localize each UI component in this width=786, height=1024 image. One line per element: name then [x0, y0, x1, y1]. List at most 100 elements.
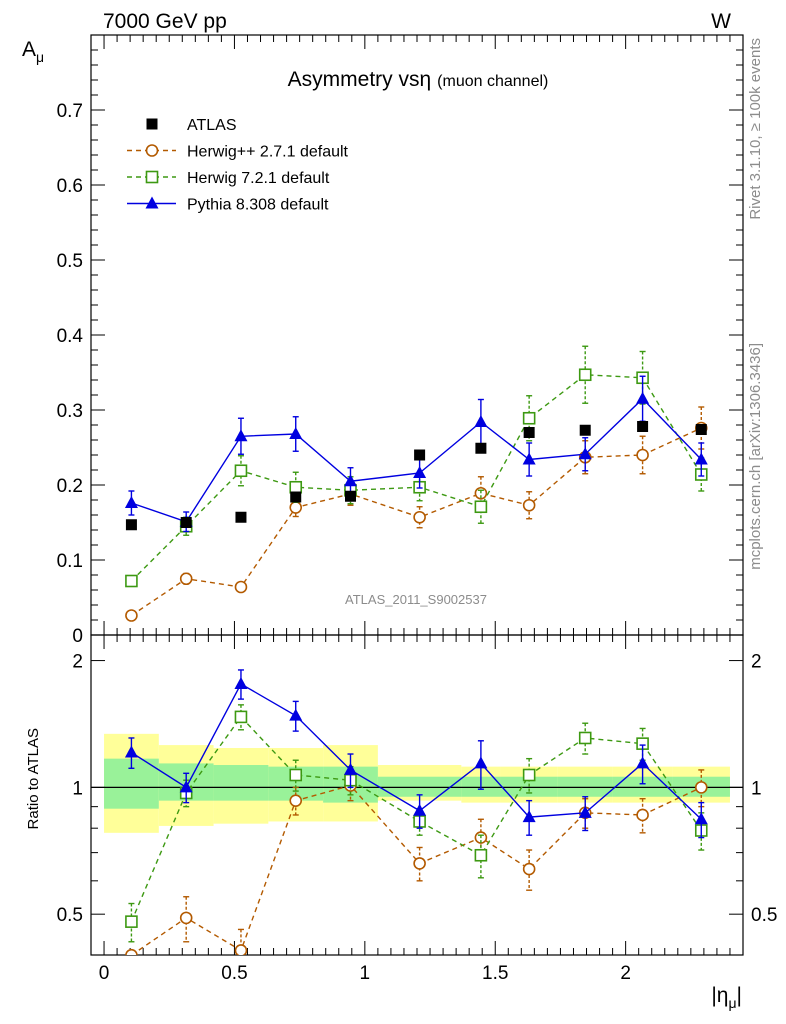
ratio-plot: 0 0.5 1 1.5 2 0.5 0.5 1 1 2 2 — [57, 634, 777, 984]
data-point — [179, 911, 193, 925]
band-inner — [213, 765, 269, 801]
band-inner — [612, 776, 673, 797]
data-point — [522, 452, 536, 465]
data-point — [579, 424, 591, 436]
data-point — [344, 490, 356, 502]
data-point — [636, 391, 650, 404]
main-series — [125, 421, 707, 531]
band-inner — [377, 776, 462, 797]
data-point — [474, 848, 488, 862]
ratio-tick-label: 2 — [72, 652, 83, 673]
ratio-series — [124, 669, 708, 839]
data-point — [578, 368, 592, 382]
legend-label: Herwig 7.2.1 default — [187, 170, 330, 187]
data-point — [124, 496, 138, 508]
x-tick-label: 2 — [620, 963, 631, 984]
legend-label: Pythia 8.308 default — [187, 197, 329, 214]
data-point — [694, 781, 708, 794]
chart-title-text: Asymmetry vs — [288, 68, 420, 91]
x-axis-label: |ημ| — [711, 984, 742, 1011]
header-left: 7000 GeV pp — [103, 10, 227, 33]
legend: ATLAS Herwig++ 2.7.1 default Herwig 7.2.1 … — [127, 117, 349, 214]
data-point — [343, 474, 357, 487]
data-point — [125, 948, 138, 955]
analysis-label: ATLAS_2011_S9002537 — [345, 592, 487, 607]
data-point — [522, 810, 536, 823]
ratio-series — [125, 769, 708, 955]
header-right: W — [711, 10, 731, 33]
data-point — [145, 144, 159, 157]
data-point — [289, 768, 303, 782]
data-point — [179, 780, 193, 793]
data-point — [145, 170, 159, 184]
rivet-label: Rivet 3.1.10, ≥ 100k events — [747, 38, 764, 220]
x-tick-label: 0 — [99, 963, 110, 984]
data-point — [125, 915, 138, 928]
data-point — [343, 762, 357, 775]
data-point — [636, 756, 650, 769]
data-point — [474, 500, 488, 514]
data-point — [180, 517, 192, 528]
legend-label: ATLAS — [187, 117, 237, 134]
data-point — [234, 429, 248, 442]
ratio-tick-label: 2 — [751, 652, 762, 673]
data-point — [413, 510, 426, 524]
data-point — [125, 609, 138, 622]
ratio-tick-label: 1 — [72, 778, 83, 799]
data-point — [694, 812, 708, 825]
mcplots-label: mcplots.cern.ch [arXiv:1306.3436] — [747, 343, 764, 570]
y-tick-label: 0.4 — [57, 326, 84, 347]
ratio-y-axis-label: Ratio to ATLAS — [25, 728, 42, 829]
data-point — [522, 768, 536, 782]
data-point — [289, 708, 303, 721]
data-point — [125, 574, 138, 588]
data-point — [290, 491, 302, 503]
y-tick-label: 0.2 — [57, 476, 83, 497]
main-plot: 0 0.1 0.2 0.3 0.4 0.5 0.6 0.7 — [57, 34, 744, 647]
data-point — [413, 803, 427, 816]
data-point — [289, 427, 303, 439]
data-point — [522, 411, 536, 425]
data-point — [234, 676, 248, 689]
data-point — [145, 196, 159, 209]
data-point — [289, 480, 303, 494]
chart-title-suffix: (muon channel) — [437, 73, 548, 90]
data-point — [235, 511, 247, 523]
main-line — [131, 427, 702, 617]
data-point — [695, 424, 707, 435]
data-point — [414, 449, 426, 461]
y-axis-label-main: A — [22, 38, 36, 61]
x-tick-label: 1 — [360, 963, 371, 984]
data-point — [289, 794, 303, 807]
data-point — [413, 857, 426, 870]
chart-title-symbol: η — [419, 68, 431, 91]
data-point — [636, 448, 649, 462]
y-tick-label: 0.5 — [57, 251, 83, 272]
x-tick-label: 1.5 — [482, 963, 508, 984]
data-point — [578, 731, 592, 745]
data-point — [637, 421, 649, 432]
data-point — [522, 498, 536, 512]
y-axis-label: Aμ — [22, 38, 44, 65]
y-tick-label: 0.7 — [57, 101, 83, 122]
main-series — [125, 345, 708, 588]
data-point — [523, 427, 535, 438]
ratio-tick-label: 1 — [751, 778, 762, 799]
x-tick-label: 0.5 — [221, 963, 247, 984]
data-point — [522, 862, 536, 876]
ratio-tick-label: 0.5 — [57, 905, 83, 926]
data-point — [474, 756, 488, 769]
data-point — [636, 808, 649, 822]
main-series — [124, 375, 708, 533]
data-point — [234, 580, 248, 594]
y-tick-label: 0.1 — [57, 551, 83, 572]
data-point — [578, 447, 592, 460]
ratio-tick-label: 0.5 — [751, 905, 777, 926]
y-tick-label: 0.6 — [57, 176, 83, 197]
band-inner — [557, 776, 613, 797]
y-tick-label: 0.3 — [57, 401, 83, 422]
data-point — [124, 745, 138, 758]
data-point — [475, 442, 487, 454]
legend-label: Herwig++ 2.7.1 default — [187, 144, 349, 161]
